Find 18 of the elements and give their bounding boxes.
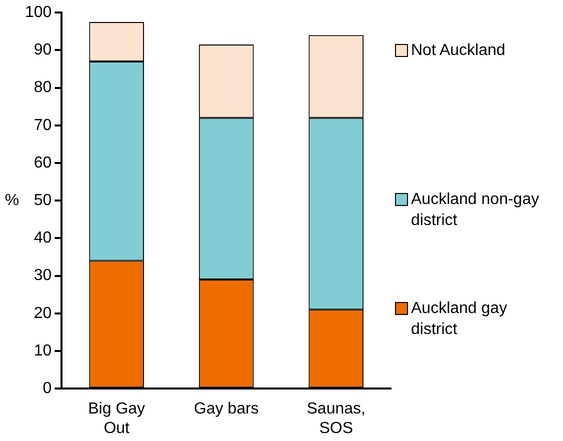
y-tick-label: 30 <box>34 267 52 284</box>
y-tick-label: 60 <box>34 154 52 172</box>
x-tick-label: Big Gay Out <box>88 400 146 437</box>
y-tick-label: 40 <box>34 230 52 247</box>
x-tick-label: Saunas, SOS <box>306 400 366 437</box>
legend-label: Auckland gay district <box>411 299 508 340</box>
y-tick-label: 0 <box>42 380 52 398</box>
y-tick-label: 100 <box>24 4 52 22</box>
y-tick-label: 50 <box>34 192 52 210</box>
y-tick-label: 20 <box>34 304 52 322</box>
y-tick-label: 70 <box>34 116 52 134</box>
y-axis-title: % <box>4 192 20 210</box>
y-tick-label: 10 <box>34 342 52 360</box>
y-tick-label: 80 <box>34 79 52 96</box>
legend-label: Auckland non-gay district <box>411 190 540 231</box>
y-tick-label: 90 <box>34 42 52 59</box>
x-tick-label: Gay bars <box>194 400 259 418</box>
legend-label: Not Auckland <box>411 41 506 61</box>
